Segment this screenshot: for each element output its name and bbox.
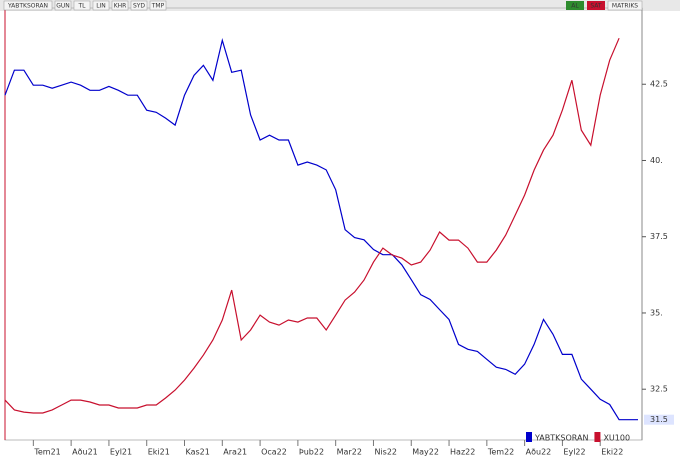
last-value-box: [644, 414, 674, 425]
x-tick-label: Þub22: [299, 448, 324, 457]
brand-label: MATRIKS: [612, 3, 638, 10]
x-tick-label: Kas21: [186, 448, 210, 457]
y-tick-label: 40.: [650, 156, 663, 165]
toolbar-button[interactable]: [130, 0, 148, 11]
legend-label: YABTKSORAN: [534, 434, 588, 443]
action-button[interactable]: [587, 1, 605, 10]
y-tick-label: 37.5: [650, 232, 668, 241]
x-tick-label: May22: [412, 448, 439, 457]
action-label: SAT: [590, 3, 602, 10]
legend-swatch: [526, 432, 532, 442]
toolbar-button[interactable]: [3, 0, 53, 11]
x-tick-label: Eki22: [601, 448, 623, 457]
toolbar-button[interactable]: [92, 0, 110, 11]
toolbar-label: YABTKSORAN: [7, 3, 48, 10]
x-tick-label: Haz22: [450, 448, 475, 457]
action-button[interactable]: [566, 1, 584, 10]
toolbar-button[interactable]: [111, 0, 129, 11]
toolbar-button[interactable]: [149, 0, 167, 11]
toolbar-label: KHR: [114, 3, 127, 10]
x-tick-label: Tem22: [487, 448, 514, 457]
toolbar-label: GUN: [56, 3, 70, 10]
legend-swatch: [594, 432, 601, 442]
last-value-label: 31.5: [650, 415, 668, 424]
toolbar-button[interactable]: [73, 0, 91, 11]
toolbar-label: TL: [77, 3, 86, 10]
x-tick-label: Eyl21: [110, 448, 132, 457]
action-label: AL: [571, 3, 579, 10]
y-tick-label: 35.: [650, 308, 663, 317]
y-tick-label: 42.5: [650, 80, 668, 89]
x-tick-label: Oca22: [261, 448, 287, 457]
toolbar-label: SYD: [133, 3, 145, 10]
x-tick-label: Aðu21: [72, 448, 98, 457]
x-tick-label: Eki21: [148, 448, 170, 457]
toolbar-button[interactable]: [54, 0, 72, 11]
x-tick-label: Ara21: [223, 448, 247, 457]
series-line: [4, 37, 638, 421]
x-tick-label: Nis22: [374, 448, 397, 457]
x-tick-label: Tem21: [33, 448, 60, 457]
x-tick-label: Aðu22: [526, 448, 552, 457]
brand-box: [607, 0, 643, 11]
toolbar-label: LIN: [96, 3, 106, 10]
toolbar-label: TMP: [151, 3, 165, 10]
x-tick-label: Eyl22: [563, 448, 585, 457]
series-line: [4, 37, 620, 414]
y-tick-label: 32.5: [650, 385, 668, 394]
toolbar-bar: [0, 0, 680, 11]
x-tick-label: Mar22: [337, 448, 362, 457]
legend-label: XU100: [603, 434, 630, 443]
